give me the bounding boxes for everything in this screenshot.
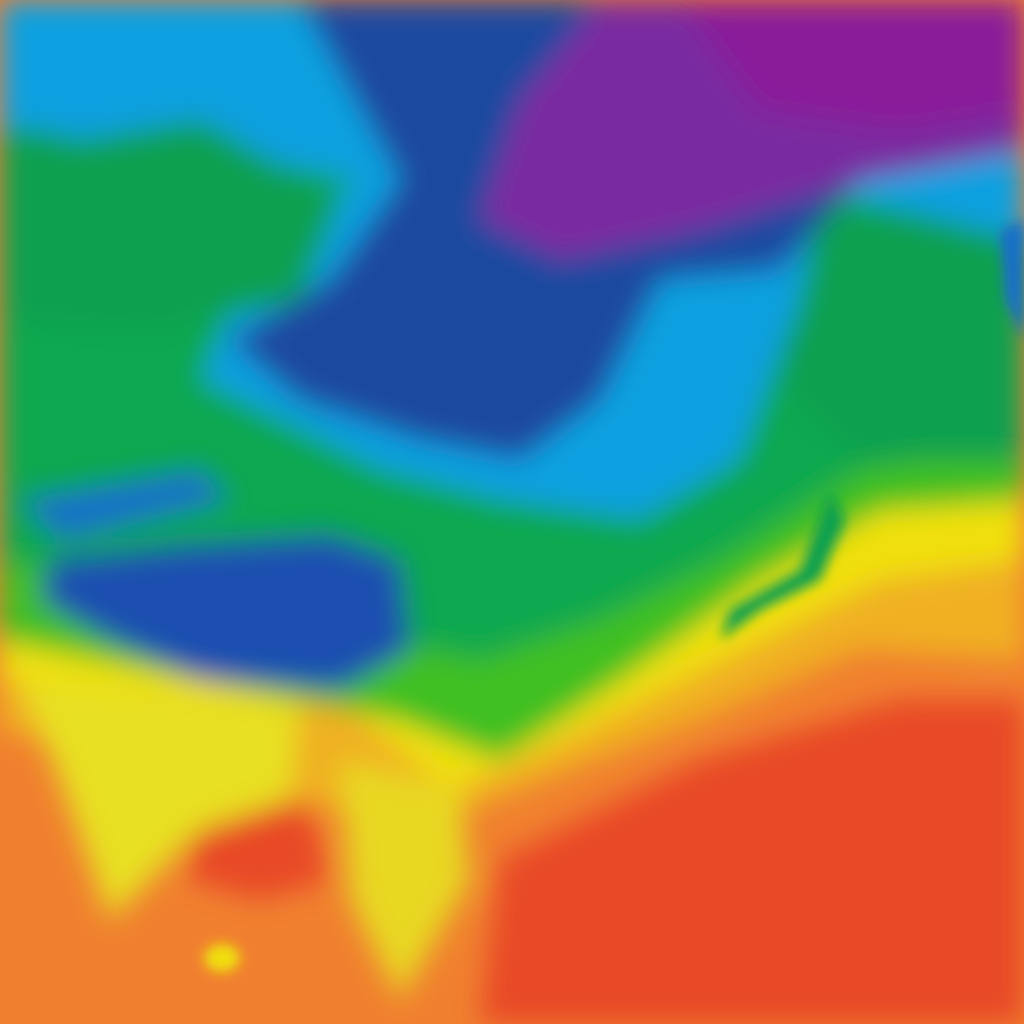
blue-central-asia [20,470,230,540]
japan-green [720,490,845,640]
red-zone [480,700,1024,1024]
tibet-blue [40,535,410,690]
green-northwest [0,120,340,330]
cyan-northwest [0,0,220,140]
indochina-yellow [340,760,470,1000]
india-yellow [20,680,300,920]
green-east [780,200,1024,460]
bright-spot [204,944,240,972]
kamchatka-blue [1000,220,1024,340]
purple-core [680,0,1024,130]
